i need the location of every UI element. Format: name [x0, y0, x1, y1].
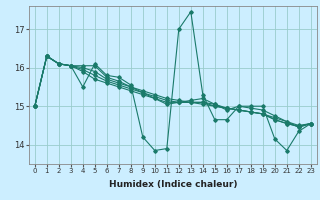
X-axis label: Humidex (Indice chaleur): Humidex (Indice chaleur)	[108, 180, 237, 189]
